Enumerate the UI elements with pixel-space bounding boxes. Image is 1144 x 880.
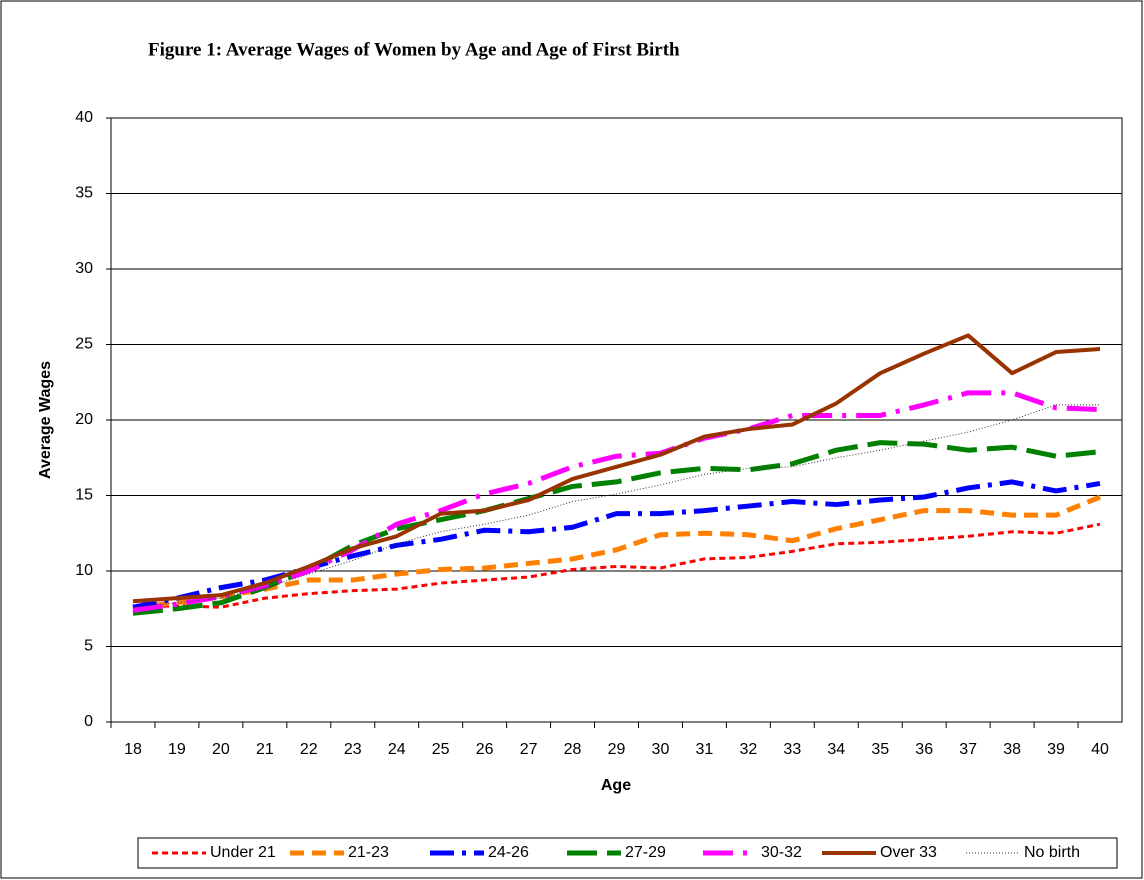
x-tick-label: 34 (827, 741, 845, 758)
x-tick-label: 39 (1047, 741, 1065, 758)
x-tick-label: 22 (300, 741, 318, 758)
y-tick-label: 40 (75, 109, 93, 126)
y-tick-label: 20 (75, 411, 93, 428)
legend-label: 21-23 (348, 844, 389, 861)
x-tick-label: 19 (168, 741, 186, 758)
x-tick-label: 36 (915, 741, 933, 758)
x-tick-label: 35 (871, 741, 889, 758)
x-tick-label: 26 (476, 741, 494, 758)
chart-title: Figure 1: Average Wages of Women by Age … (148, 39, 680, 60)
series-line (132, 404, 1101, 608)
y-tick-label: 0 (84, 713, 93, 730)
x-tick-label: 21 (256, 741, 274, 758)
x-tick-label: 33 (783, 741, 801, 758)
x-axis-title: Age (601, 777, 631, 794)
x-tick-label: 30 (652, 741, 670, 758)
series-line (132, 522, 1101, 609)
series-line (132, 494, 1101, 610)
x-tick-label: 28 (564, 741, 582, 758)
y-tick-label: 5 (84, 638, 93, 655)
x-tick-label: 20 (212, 741, 230, 758)
x-tick-label: 24 (388, 741, 406, 758)
x-tick-label: 37 (959, 741, 977, 758)
x-tick-label: 18 (124, 741, 142, 758)
y-tick-label: 30 (75, 260, 93, 277)
y-tick-label: 15 (75, 487, 93, 504)
y-tick-label: 10 (75, 562, 93, 579)
x-tick-label: 23 (344, 741, 362, 758)
plot-area (110, 117, 1123, 723)
legend-label: Over 33 (880, 844, 937, 861)
x-tick-label: 29 (608, 741, 626, 758)
legend-label: 30-32 (761, 844, 802, 861)
legend-label: Under 21 (210, 844, 276, 861)
x-tick-label: 40 (1091, 741, 1109, 758)
series-line (132, 390, 1101, 613)
x-tick-label: 27 (520, 741, 538, 758)
legend-label: 24-26 (488, 844, 529, 861)
x-tick-label: 32 (739, 741, 757, 758)
y-axis-title: Average Wages (37, 361, 54, 479)
series-line (132, 333, 1101, 604)
x-tick-label: 31 (696, 741, 714, 758)
x-tick-label: 38 (1003, 741, 1021, 758)
x-tick-label: 25 (432, 741, 450, 758)
legend-label: 27-29 (625, 844, 666, 861)
y-tick-label: 25 (75, 336, 93, 353)
legend-label: No birth (1024, 844, 1080, 861)
y-tick-label: 35 (75, 185, 93, 202)
